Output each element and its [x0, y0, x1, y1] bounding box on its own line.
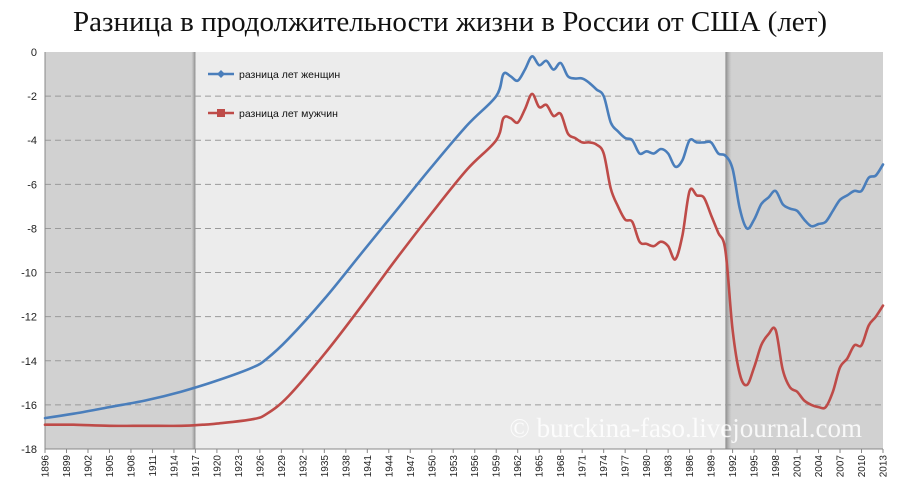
y-tick-label: -14	[21, 356, 37, 368]
x-tick-label: 1968	[556, 455, 567, 478]
gridlines-layer	[44, 52, 883, 450]
series-line-women	[43, 55, 885, 420]
x-tick-label: 1980	[642, 455, 653, 478]
x-tick-label: 1992	[728, 455, 739, 478]
x-tick-label: 1953	[449, 455, 460, 478]
x-tick-label: 1947	[406, 455, 417, 478]
watermark-text: © burckina-faso.livejournal.com	[509, 413, 862, 443]
x-tick-label: 1914	[169, 455, 180, 478]
legend: разница лет женщин разница лет мужчин	[208, 69, 340, 120]
x-tick-label: 2010	[857, 455, 868, 478]
x-tick-label: 1956	[470, 455, 481, 478]
x-tick-label: 1899	[62, 455, 73, 478]
x-tick-label: 1962	[513, 455, 524, 478]
x-tick-label: 1971	[578, 455, 589, 478]
x-axis-ticks-layer: 1896 1899 1902 1905 1908 1911 1914 1917 1920 1923…	[41, 449, 890, 477]
x-tick-label: 1917	[191, 455, 202, 478]
y-tick-label: -2	[27, 91, 37, 103]
x-tick-label: 1944	[384, 455, 395, 478]
y-tick-label: -10	[21, 268, 37, 280]
x-tick-label: 1905	[105, 455, 116, 478]
y-tick-label: -4	[27, 135, 37, 147]
x-tick-label: 1926	[255, 455, 266, 478]
x-tick-label: 1995	[750, 455, 761, 478]
chart-title: Разница в продолжительности жизни в Росс…	[72, 6, 828, 38]
shaded-period-0	[45, 52, 196, 449]
x-tick-label: 1896	[41, 455, 52, 478]
shaded-period-1	[725, 52, 883, 449]
plot-background-layer	[45, 52, 883, 449]
x-tick-label: 1941	[363, 455, 374, 478]
x-tick-label: 1983	[664, 455, 675, 478]
y-tick-label: 0	[31, 47, 37, 59]
x-tick-label: 2013	[879, 455, 890, 478]
x-tick-label: 1989	[707, 455, 718, 478]
x-tick-label: 1932	[298, 455, 309, 478]
x-tick-label: 1923	[234, 455, 245, 478]
shaded-period-edge-0	[191, 52, 196, 449]
x-tick-label: 1935	[320, 455, 331, 478]
x-tick-label: 1911	[148, 455, 159, 477]
y-tick-label: -6	[27, 179, 37, 191]
shaded-period-edge-1	[725, 52, 732, 449]
legend-label-1: разница лет мужчин	[239, 108, 338, 120]
x-tick-label: 1920	[212, 455, 223, 478]
x-tick-label: 2001	[793, 455, 804, 478]
x-tick-label: 1965	[535, 455, 546, 478]
legend-label-0: разница лет женщин	[239, 69, 340, 81]
x-tick-label: 1977	[621, 455, 632, 478]
y-axis-ticks-layer: 0 -2 -4 -6 -8 -10 -12 -14 -16 -18	[21, 47, 37, 456]
x-tick-label: 1929	[277, 455, 288, 478]
x-tick-label: 1908	[126, 455, 137, 478]
y-tick-label: -18	[21, 444, 37, 456]
series-layer	[43, 55, 885, 428]
x-tick-label: 2007	[836, 455, 847, 478]
y-tick-label: -8	[27, 223, 37, 235]
x-tick-label: 1974	[599, 455, 610, 478]
y-tick-label: -16	[21, 400, 37, 412]
x-tick-label: 1998	[771, 455, 782, 478]
x-tick-label: 1902	[83, 455, 94, 478]
x-tick-label: 1938	[341, 455, 352, 478]
legend-marker-square	[217, 109, 225, 117]
series-line-men	[43, 92, 885, 428]
x-tick-label: 1950	[427, 455, 438, 478]
x-tick-label: 1986	[685, 455, 696, 478]
x-tick-label: 2004	[814, 455, 825, 478]
legend-marker-diamond	[217, 70, 225, 78]
x-tick-label: 1959	[492, 455, 503, 478]
y-tick-label: -12	[21, 312, 37, 324]
